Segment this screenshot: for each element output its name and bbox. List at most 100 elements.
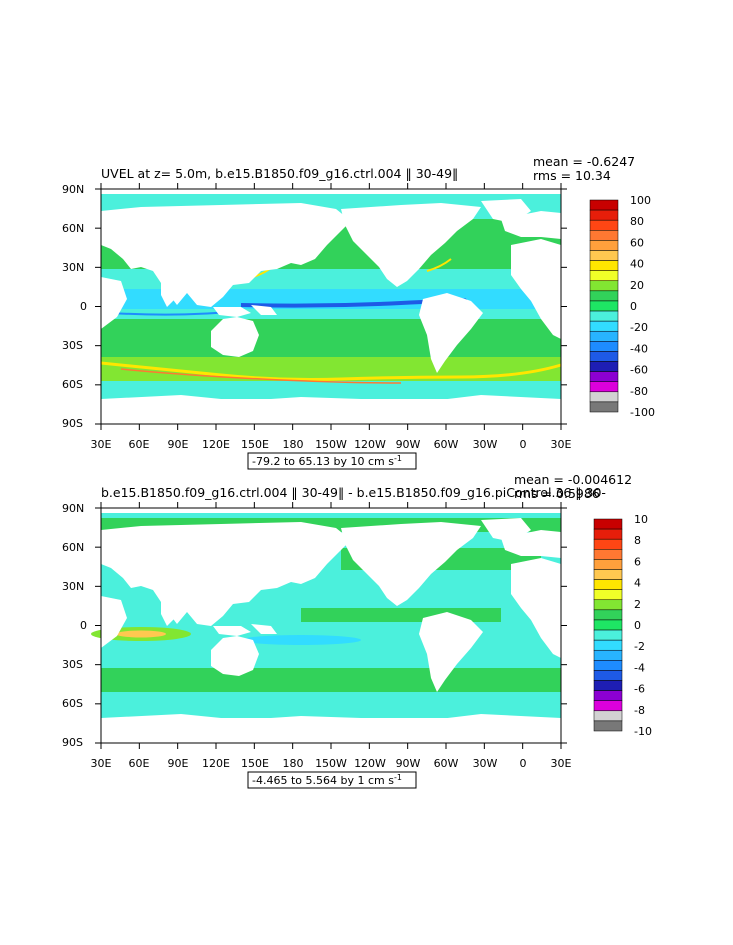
colorbar-swatch [589, 361, 619, 372]
x-axis: 30E 60E 90E 120E 150E 180 150W 120W 90W … [91, 757, 572, 770]
x-axis: 30E 60E 90E 120E 150E 180 150W 120W 90W … [91, 438, 572, 451]
colorbar-label: 20 [630, 279, 644, 292]
colorbar-swatch [589, 391, 619, 403]
colorbar-label: 4 [634, 577, 641, 590]
colorbar-swatch [593, 680, 623, 691]
colorbar-label: -4 [634, 661, 645, 674]
x-tick-label: 60W [434, 438, 459, 451]
colorbar-label: 6 [634, 555, 641, 568]
colorbar-swatch [589, 371, 619, 382]
colorbar-swatch [593, 579, 623, 590]
colorbar-label: 2 [634, 598, 641, 611]
y-tick-label: 60S [62, 378, 83, 391]
x-tick-label: 150E [241, 757, 269, 770]
colorbar-swatch [589, 199, 619, 211]
x-tick-label: 120W [354, 438, 386, 451]
colorbar-label: 0 [634, 619, 641, 632]
colorbar-swatch [593, 720, 623, 732]
colorbar-swatch [589, 381, 619, 393]
x-tick-label: 90E [168, 757, 189, 770]
colorbar-swatch [593, 538, 623, 550]
colorbar-swatch [589, 260, 619, 271]
colorbar-swatch [589, 240, 619, 251]
colorbar-swatch [589, 270, 619, 282]
y-tick-label: 90N [62, 502, 84, 515]
x-tick-label: 180 [283, 757, 304, 770]
colorbar-label: -8 [634, 704, 645, 717]
colorbar-swatch [589, 330, 619, 342]
colorbar-swatch [593, 710, 623, 722]
colorbar-label: -6 [634, 683, 645, 696]
colorbar-swatch [589, 290, 619, 302]
x-tick-label: 120E [202, 757, 230, 770]
y-tick-label: 60S [62, 697, 83, 710]
x-tick-label: 90W [396, 438, 421, 451]
colorbar-swatch [589, 320, 619, 332]
colorbar-swatch [589, 250, 619, 261]
ocean-band [101, 668, 561, 692]
colorbar-label: 60 [630, 236, 644, 249]
colorbar-swatch [593, 690, 623, 701]
x-tick-label: 180 [283, 438, 304, 451]
x-tick-label: 150W [315, 438, 347, 451]
colorbar-swatch [593, 660, 623, 671]
colorbar-label: -80 [630, 385, 648, 398]
y-tick-label: 30N [62, 580, 84, 593]
panel-bottom: b.e15.B1850.f09_g16.ctrl.004 ‖ 30-49‖ - … [62, 472, 652, 789]
colorbar-swatch [593, 609, 623, 621]
map-area [91, 507, 562, 744]
colorbar-label: -2 [634, 640, 645, 653]
x-tick-label: 60W [434, 757, 459, 770]
panel-title: b.e15.B1850.f09_g16.ctrl.004 ‖ 30-49‖ - … [101, 485, 606, 500]
y-tick-label: 90N [62, 183, 84, 196]
colorbar-swatch [593, 569, 623, 580]
colorbar-label: -20 [630, 321, 648, 334]
range-box: -4.465 to 5.564 by 1 cm s-1 [247, 771, 417, 789]
colorbar-swatch [593, 559, 623, 570]
colorbar-swatch [589, 351, 619, 362]
colorbar: 10 8 6 4 2 0 -2 -4 -6 -8 -10 [593, 513, 652, 738]
colorbar-swatch [589, 230, 619, 241]
y-tick-label: 0 [80, 300, 87, 313]
y-axis: 90N 60N 30N 0 30S 60S 90S [62, 502, 87, 749]
y-tick-label: 0 [80, 619, 87, 632]
ocean-band [301, 608, 501, 622]
colorbar-swatch [593, 599, 623, 611]
colorbar-swatch [593, 528, 623, 540]
y-tick-label: 90S [62, 736, 83, 749]
x-tick-label: 60E [129, 438, 150, 451]
x-tick-label: 120E [202, 438, 230, 451]
x-tick-label: 30E [91, 438, 112, 451]
colorbar-swatch [593, 549, 623, 560]
x-tick-label: 150E [241, 438, 269, 451]
circumpolar-current [120, 368, 402, 384]
panel-title: UVEL at z= 5.0m, b.e15.B1850.f09_g16.ctr… [101, 166, 458, 181]
colorbar-label: 0 [630, 300, 637, 313]
colorbar-swatch [593, 700, 623, 712]
colorbar-swatch [593, 589, 623, 601]
colorbar-swatch [589, 401, 619, 413]
colorbar-label: 80 [630, 215, 644, 228]
panel-top: UVEL at z= 5.0m, b.e15.B1850.f09_g16.ctr… [62, 154, 655, 470]
x-tick-label: 0 [520, 757, 527, 770]
ocean-band [101, 319, 561, 359]
colorbar-swatch [589, 219, 619, 231]
circumpolar-current [100, 361, 562, 381]
x-tick-label: 90W [396, 757, 421, 770]
anomaly-patch [241, 635, 361, 645]
y-axis: 90N 60N 30N 0 30S 60S 90S [62, 183, 87, 430]
y-tick-label: 30S [62, 339, 83, 352]
y-tick-label: 90S [62, 417, 83, 430]
x-tick-label: 90E [168, 438, 189, 451]
x-tick-label: 30W [473, 438, 498, 451]
colorbar-swatch [589, 300, 619, 312]
colorbar-swatch [593, 619, 623, 631]
colorbar-swatch [589, 209, 619, 221]
colorbar-swatch [593, 670, 623, 681]
range-text: -79.2 to 65.13 by 10 cm s-1 [252, 454, 402, 468]
colorbar-label: -40 [630, 342, 648, 355]
map-area [100, 188, 562, 425]
rms-label: rms = 10.34 [533, 168, 611, 183]
rms-label: rms = 0.5986 [514, 486, 600, 501]
